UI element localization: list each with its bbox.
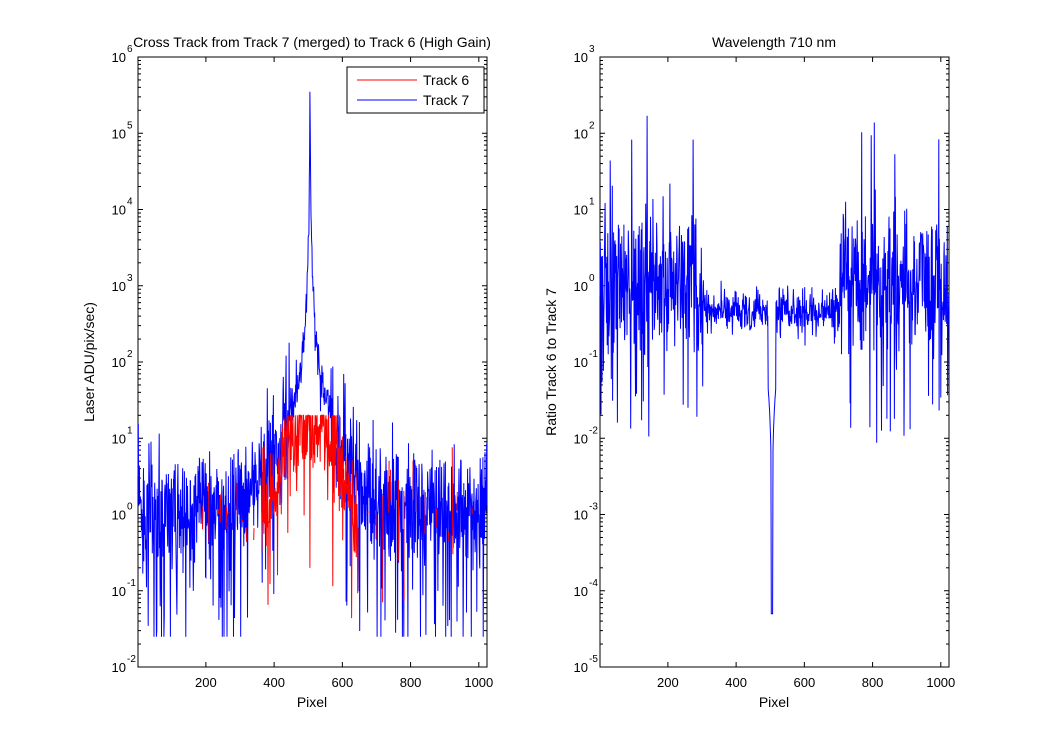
legend-label: Track 6 [423, 72, 469, 88]
y-tick-exponent: 6 [127, 44, 133, 55]
y-tick-exponent: -4 [589, 578, 598, 589]
y-tick-exponent: -3 [589, 502, 598, 513]
y-tick-exponent: 1 [589, 197, 595, 208]
x-tick-label: 200 [195, 675, 217, 690]
right-chart-panel: Wavelength 710 nm Pixel Ratio Track 6 to… [543, 34, 955, 710]
y-tick-exponent: -2 [127, 654, 136, 665]
y-tick-exponent: 2 [589, 120, 595, 131]
y-tick-label: 10 [574, 279, 588, 294]
y-tick-exponent: -2 [589, 425, 598, 436]
left-chart-xlabel: Pixel [297, 694, 327, 710]
y-tick-label: 10 [574, 355, 588, 370]
y-tick-exponent: 5 [127, 120, 133, 131]
y-tick-exponent: -5 [589, 654, 598, 665]
legend-box [346, 66, 485, 114]
y-tick-label: 10 [112, 126, 126, 141]
x-tick-label: 800 [862, 675, 884, 690]
y-tick-label: 10 [112, 660, 126, 675]
y-tick-exponent: -1 [127, 578, 136, 589]
right-chart-xlabel: Pixel [759, 694, 789, 710]
y-tick-label: 10 [574, 508, 588, 523]
y-tick-exponent: 4 [127, 197, 133, 208]
y-tick-label: 10 [112, 50, 126, 65]
left-chart-title: Cross Track from Track 7 (merged) to Tra… [133, 34, 491, 50]
y-tick-label: 10 [112, 355, 126, 370]
y-tick-label: 10 [574, 660, 588, 675]
x-tick-label: 400 [263, 675, 285, 690]
y-tick-label: 10 [574, 203, 588, 218]
x-tick-label: 1000 [926, 675, 955, 690]
y-tick-label: 10 [574, 584, 588, 599]
x-tick-label: 600 [793, 675, 815, 690]
left-chart-ylabel: Laser ADU/pix/sec) [81, 302, 97, 422]
x-tick-label: 800 [400, 675, 422, 690]
y-tick-label: 10 [112, 431, 126, 446]
x-tick-label: 200 [657, 675, 679, 690]
right-chart-ylabel: Ratio Track 6 to Track 7 [543, 288, 559, 436]
y-tick-label: 10 [112, 508, 126, 523]
x-tick-label: 1000 [464, 675, 493, 690]
y-tick-exponent: 1 [127, 425, 133, 436]
y-tick-label: 10 [112, 279, 126, 294]
x-tick-label: 600 [331, 675, 353, 690]
series-track-7-line [137, 91, 488, 637]
series-ratio-line [599, 115, 950, 615]
y-tick-label: 10 [112, 203, 126, 218]
y-tick-exponent: 3 [589, 44, 595, 55]
y-tick-exponent: -1 [589, 349, 598, 360]
y-tick-exponent: 2 [127, 349, 133, 360]
right-chart-title: Wavelength 710 nm [712, 34, 836, 50]
x-tick-label: 400 [725, 675, 747, 690]
y-tick-label: 10 [574, 50, 588, 65]
y-tick-exponent: 0 [589, 273, 595, 284]
y-tick-label: 10 [574, 431, 588, 446]
left-chart-panel: Cross Track from Track 7 (merged) to Tra… [81, 34, 493, 710]
y-tick-exponent: 0 [127, 502, 133, 513]
y-tick-label: 10 [112, 584, 126, 599]
y-tick-exponent: 3 [127, 273, 133, 284]
legend-label: Track 7 [423, 92, 469, 108]
y-tick-label: 10 [574, 126, 588, 141]
